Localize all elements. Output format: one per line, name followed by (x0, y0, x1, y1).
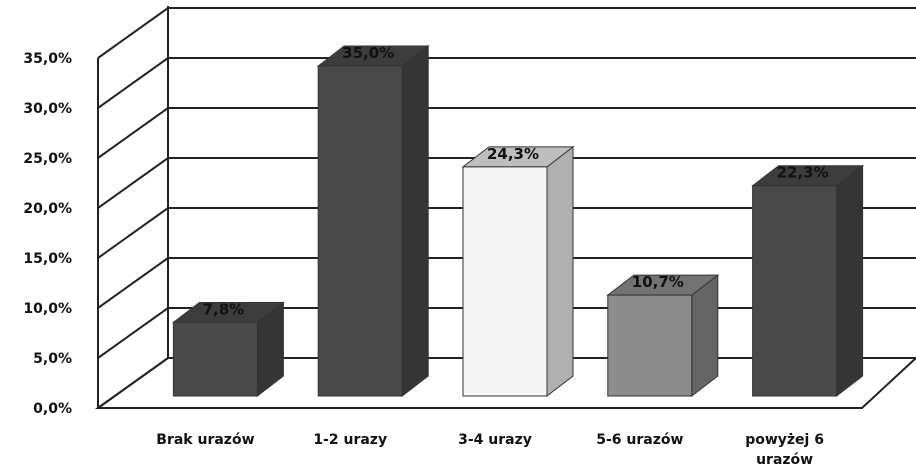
y-tick-label: 15,0% (23, 251, 72, 267)
data-label: 7,8% (203, 300, 245, 318)
bar-side (546, 145, 574, 398)
bars (171, 44, 865, 398)
y-tick-label: 25,0% (23, 151, 72, 167)
bar (606, 274, 720, 398)
data-label: 24,3% (487, 145, 539, 163)
bar-front (317, 65, 403, 397)
x-category-label: 1-2 urazy (313, 432, 387, 448)
x-category-label: 3-4 urazy (458, 432, 532, 448)
bar-front (752, 185, 838, 397)
data-label: 35,0% (342, 44, 394, 62)
gridline (97, 57, 916, 109)
x-category-label: powyżej 6 urazów (745, 432, 824, 468)
gridline (97, 207, 916, 259)
gridline (97, 107, 916, 159)
gridline (97, 7, 916, 59)
x-axis-category-labels: Brak urazów 1-2 urazy 3-4 urazy 5-6 urazów p… (156, 432, 824, 468)
data-labels: 7,8% 35,0% 24,3% 10,7% 22,3% (203, 44, 829, 318)
bar-front (607, 294, 693, 397)
y-tick-label: 35,0% (23, 51, 72, 67)
bar-side (401, 44, 429, 398)
gridline (97, 157, 916, 209)
bar (171, 301, 285, 398)
y-tick-label: 10,0% (23, 301, 72, 317)
data-label: 10,7% (632, 273, 684, 291)
y-tick-label: 20,0% (23, 201, 72, 217)
bar-front (172, 321, 258, 397)
bar (461, 145, 575, 398)
x-category-label: 5-6 urazów (596, 432, 683, 448)
bar (751, 164, 865, 398)
bar-side (691, 274, 719, 398)
bar (316, 44, 430, 398)
gridline (97, 257, 916, 309)
bar-front (462, 166, 548, 397)
y-axis-tick-labels: 0,0% 5,0% 10,0% 15,0% 20,0% 25,0% 30,0% 35,0% (23, 51, 72, 417)
data-label: 22,3% (777, 164, 829, 182)
y-tick-label: 0,0% (33, 401, 72, 417)
y-tick-label: 30,0% (23, 101, 72, 117)
y-tick-label: 5,0% (33, 351, 72, 367)
x-category-label: Brak urazów (156, 432, 254, 448)
bar-side (836, 164, 864, 398)
